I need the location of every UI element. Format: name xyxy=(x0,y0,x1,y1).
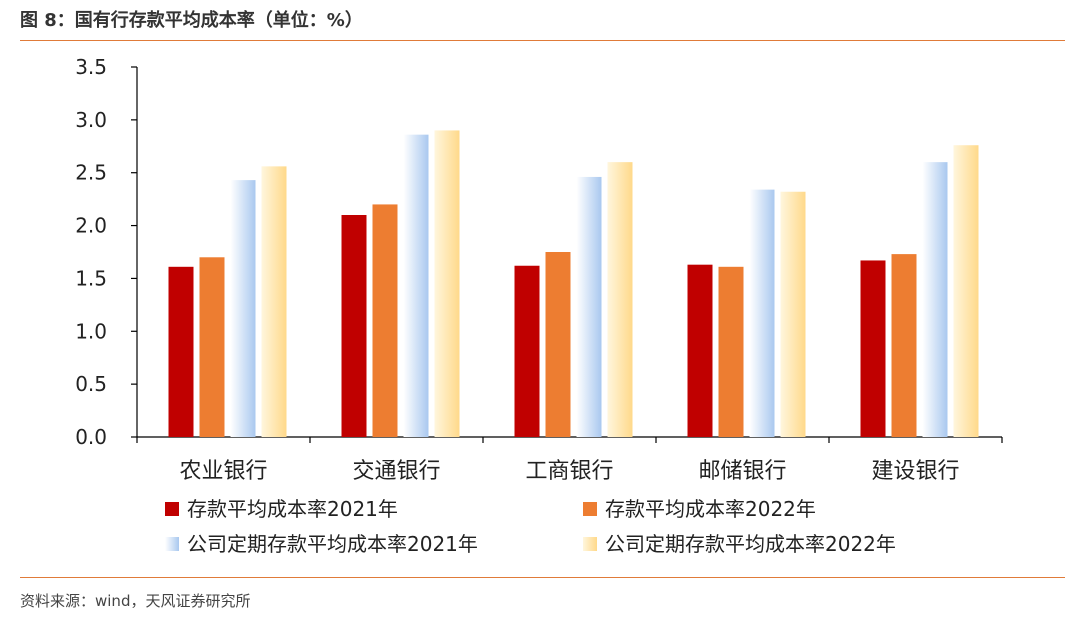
legend-swatch xyxy=(583,501,597,516)
title-rule xyxy=(20,40,1065,41)
bar-chart: 农业银行 交通银行 工商银行 邮储银行 建设银行 0.0 0.5 1.0 1.5 2.0 2.5 3… xyxy=(75,55,1003,480)
legend-swatch xyxy=(583,536,597,551)
legend-label: 公司定期存款平均成本率2021年 xyxy=(187,532,478,556)
bar-1-1 xyxy=(168,266,194,437)
bar-3-2 xyxy=(403,134,429,437)
x-tick-labels: 农业银行 交通银行 工商银行 邮储银行 建设银行 xyxy=(179,459,959,480)
bar-2-4 xyxy=(718,266,744,437)
y-tick-label: 0.0 xyxy=(75,425,107,449)
figure-title: 图 8：国有行存款平均成本率（单位：%） xyxy=(20,10,363,31)
y-tick-labels: 0.0 0.5 1.0 1.5 2.0 2.5 3.0 3.5 xyxy=(75,55,107,449)
bar-3-4 xyxy=(749,189,775,437)
legend-item-2: 存款平均成本率2022年 xyxy=(583,493,816,522)
x-tick-label: 邮储银行 xyxy=(698,459,786,480)
bar-1-2 xyxy=(341,215,367,437)
bar-3-1 xyxy=(230,180,256,437)
bar-2-5 xyxy=(891,254,917,437)
legend-label: 存款平均成本率2022年 xyxy=(605,497,816,521)
legend-item-4: 公司定期存款平均成本率2022年 xyxy=(583,528,896,557)
x-tick-label: 交通银行 xyxy=(352,459,440,480)
x-tick-label: 农业银行 xyxy=(179,459,267,480)
bar-2-2 xyxy=(372,204,398,437)
bar-4-2 xyxy=(434,130,460,437)
y-tick-label: 1.0 xyxy=(75,319,107,343)
bar-2-1 xyxy=(199,257,225,437)
source-note: 资料来源：wind，天风证券研究所 xyxy=(20,592,251,610)
bar-4-5 xyxy=(953,145,979,437)
y-tick-label: 0.5 xyxy=(75,372,107,396)
y-tick-label: 3.5 xyxy=(75,55,107,79)
x-tick-label: 建设银行 xyxy=(871,459,959,480)
legend-item-1: 存款平均成本率2021年 xyxy=(165,493,398,522)
bar-4-4 xyxy=(780,191,806,437)
y-tick-label: 2.5 xyxy=(75,161,107,185)
y-tick-label: 2.0 xyxy=(75,214,107,238)
legend-label: 存款平均成本率2021年 xyxy=(187,497,398,521)
bar-2-3 xyxy=(545,252,571,437)
legend-swatch xyxy=(165,501,179,516)
bar-3-5 xyxy=(922,162,948,437)
bar-4-3 xyxy=(607,162,633,437)
bar-3-3 xyxy=(576,176,602,437)
legend-swatch xyxy=(165,536,179,551)
bar-4-1 xyxy=(261,166,287,437)
bar-1-5 xyxy=(860,260,886,437)
legend-item-3: 公司定期存款平均成本率2021年 xyxy=(165,528,478,557)
bar-1-3 xyxy=(514,265,540,437)
y-tick-label: 1.5 xyxy=(75,266,107,290)
bar-1-4 xyxy=(687,264,713,437)
footer-rule xyxy=(20,577,1065,578)
x-tick-label: 工商银行 xyxy=(525,459,613,480)
chart-bars xyxy=(168,130,979,437)
legend-label: 公司定期存款平均成本率2022年 xyxy=(605,532,896,556)
y-tick-label: 3.0 xyxy=(75,108,107,132)
